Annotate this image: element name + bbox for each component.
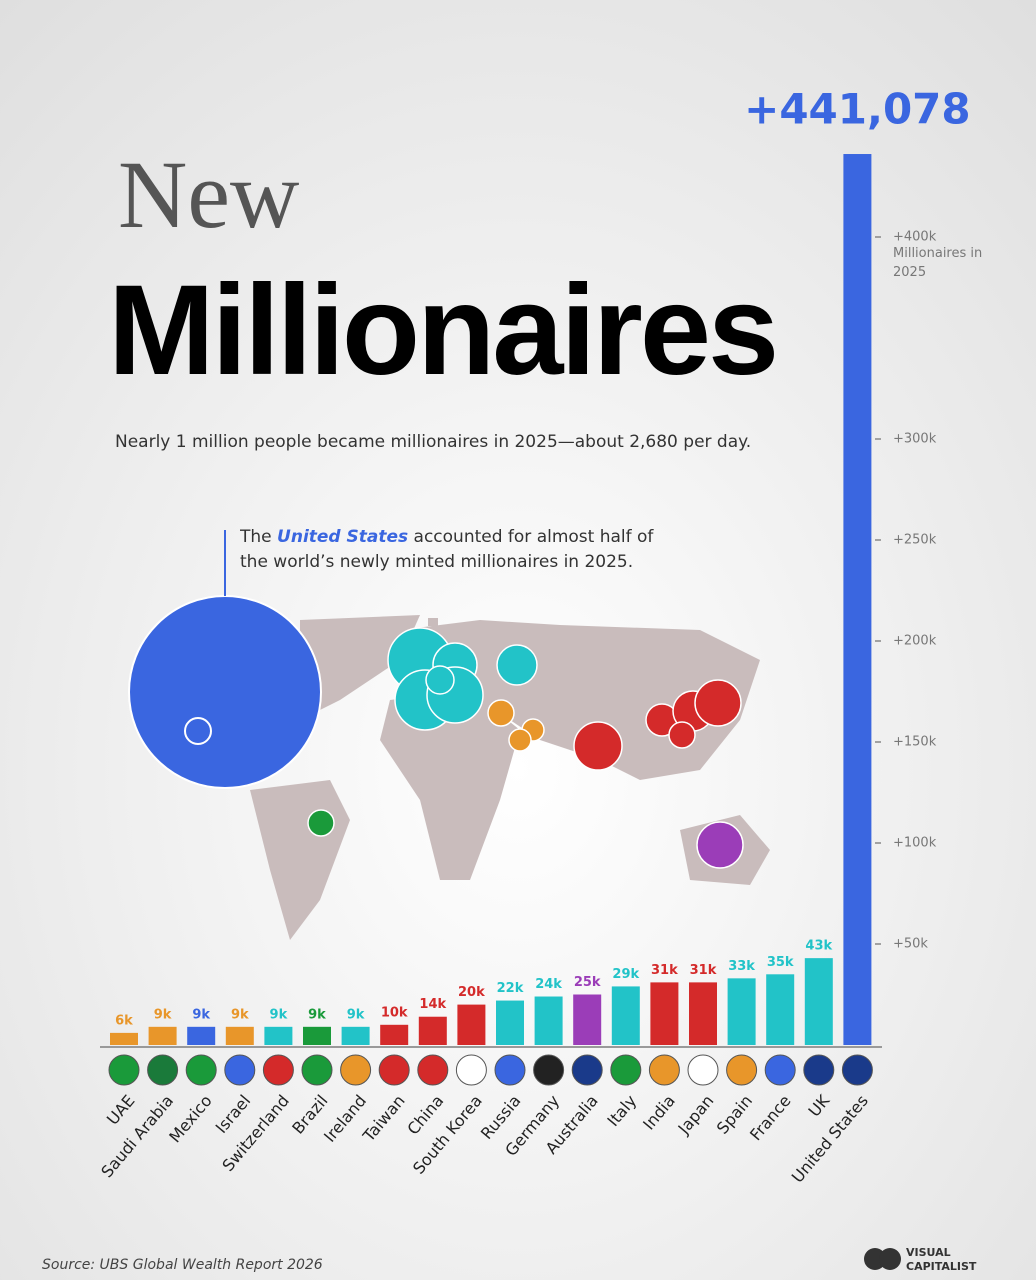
y-axis-label: Millionaires in 2025 [893,246,983,280]
brand-line: VISUAL [906,1246,951,1259]
y-tick-label: +50k [893,937,928,952]
y-tick-label: +100k [893,836,937,851]
flag [533,1054,565,1086]
flag [687,1054,719,1086]
bar [534,996,563,1045]
bar [573,994,602,1045]
y-tick-label: +300k [893,432,937,447]
value-label: 6k [115,1013,133,1028]
bar [303,1026,331,1045]
value-label: 20k [458,985,485,1000]
bar [611,986,640,1045]
flag [841,1054,873,1086]
value-label: 9k [154,1007,172,1022]
bar [727,978,756,1045]
value-label: 29k [612,967,639,982]
flag [494,1054,526,1086]
value-label: 31k [651,963,678,978]
value-label: 31k [690,963,717,978]
bar [418,1016,447,1045]
value-label: 43k [805,939,832,954]
flag [764,1054,796,1086]
value-label: 24k [535,977,562,992]
flag [648,1054,680,1086]
annotation-highlight: United States [277,527,409,547]
us-bubble [128,595,322,789]
value-label: 9k [192,1007,210,1022]
bar [264,1026,293,1045]
y-tick-label: +150k [893,735,937,750]
value-label: 25k [574,975,601,990]
flag [610,1054,642,1086]
bar [110,1032,138,1045]
bar [187,1026,216,1045]
value-label: 33k [728,959,755,974]
flag [224,1054,256,1086]
flag [262,1054,294,1086]
annotation-box: The United States accounted for almost h… [240,525,680,575]
bar [689,982,717,1045]
bar [766,974,795,1045]
bubble-outline [184,717,212,745]
flag [108,1054,140,1086]
flag [378,1054,410,1086]
bar [380,1024,409,1045]
bar [457,1004,486,1045]
value-label: 9k [231,1007,249,1022]
flag [301,1054,333,1086]
title-line2: Millionaires [108,259,776,402]
source: Source: UBS Global Wealth Report 2026 [42,1257,323,1273]
flag [147,1054,179,1086]
annotation-text: The [240,527,278,547]
y-tick-label: +400k [893,230,937,245]
value-label: 9k [308,1007,326,1022]
value-label: 14k [419,997,446,1012]
bar [843,154,872,1045]
flag [803,1054,835,1086]
flag [185,1054,217,1086]
flag [455,1054,487,1086]
bar [650,982,679,1045]
annotation-text: accounted for almost half of the world’s… [240,527,654,572]
value-label: +441,078 [744,85,971,134]
brand-line: CAPITALIST [906,1260,977,1273]
annotation: The United States accounted for almost h… [240,525,680,575]
title-line1: New [118,141,299,248]
y-tick-label: +200k [893,634,937,649]
flag [726,1054,758,1086]
value-label: 9k [270,1007,288,1022]
bar [148,1026,177,1045]
value-label: 22k [497,981,524,996]
value-label: 10k [381,1005,408,1020]
y-axis-label-box: Millionaires in 2025 [893,246,983,280]
bar [496,1000,524,1045]
value-label: 9k [347,1007,365,1022]
logo: VISUAL CAPITALIST [864,1246,977,1273]
flag [571,1054,603,1086]
value-label: 35k [767,955,794,970]
y-tick-label: +250k [893,533,937,548]
map-bubbles [307,627,744,869]
subtitle: Nearly 1 million people became millionai… [115,432,751,452]
bar [225,1026,254,1045]
bar [804,958,833,1045]
bar [341,1026,370,1045]
flag [340,1054,372,1086]
flag [417,1054,449,1086]
